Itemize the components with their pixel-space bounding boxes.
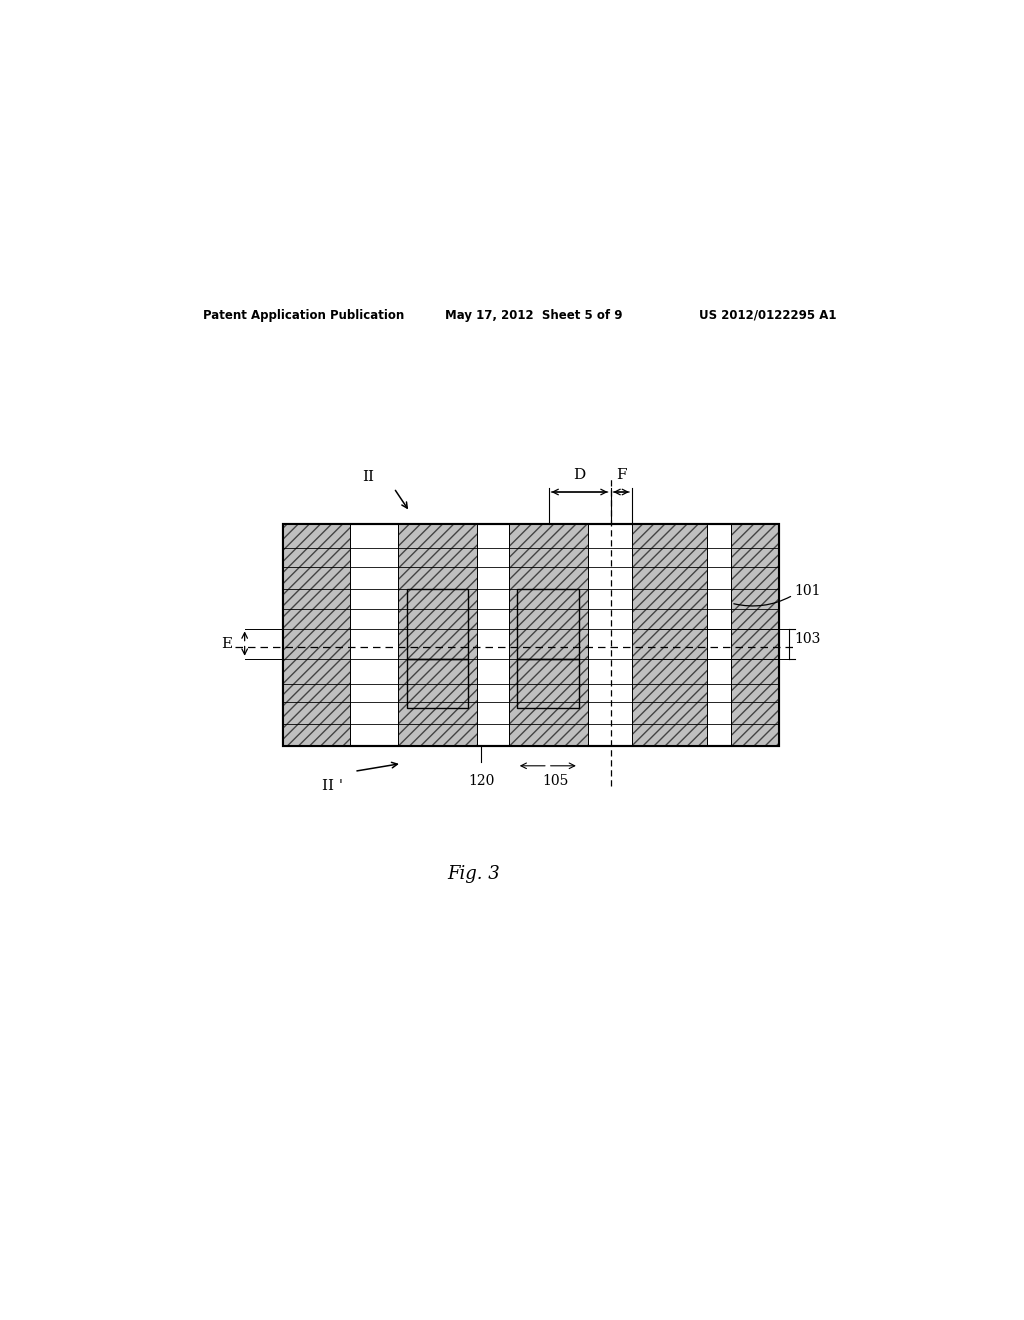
Text: D: D [573,467,586,482]
Text: 120: 120 [468,774,495,788]
Bar [731,524,779,746]
Bar [283,524,350,746]
Text: US 2012/0122295 A1: US 2012/0122295 A1 [699,309,837,322]
Bar [509,524,588,746]
Text: Fig. 3: Fig. 3 [446,865,500,883]
Bar [408,589,468,659]
Text: 103: 103 [795,632,821,645]
Text: Patent Application Publication: Patent Application Publication [204,309,404,322]
Text: 105: 105 [543,774,569,788]
Bar [283,524,778,746]
Bar [517,589,579,659]
Bar [283,524,778,746]
Text: E: E [221,636,232,651]
Bar [632,524,708,746]
Text: May 17, 2012  Sheet 5 of 9: May 17, 2012 Sheet 5 of 9 [445,309,623,322]
Text: II ': II ' [323,779,343,793]
Bar [408,659,468,708]
Bar [517,659,579,708]
Text: F: F [616,467,627,482]
Text: 101: 101 [795,585,821,598]
Bar [397,524,477,746]
Text: II: II [362,470,374,484]
